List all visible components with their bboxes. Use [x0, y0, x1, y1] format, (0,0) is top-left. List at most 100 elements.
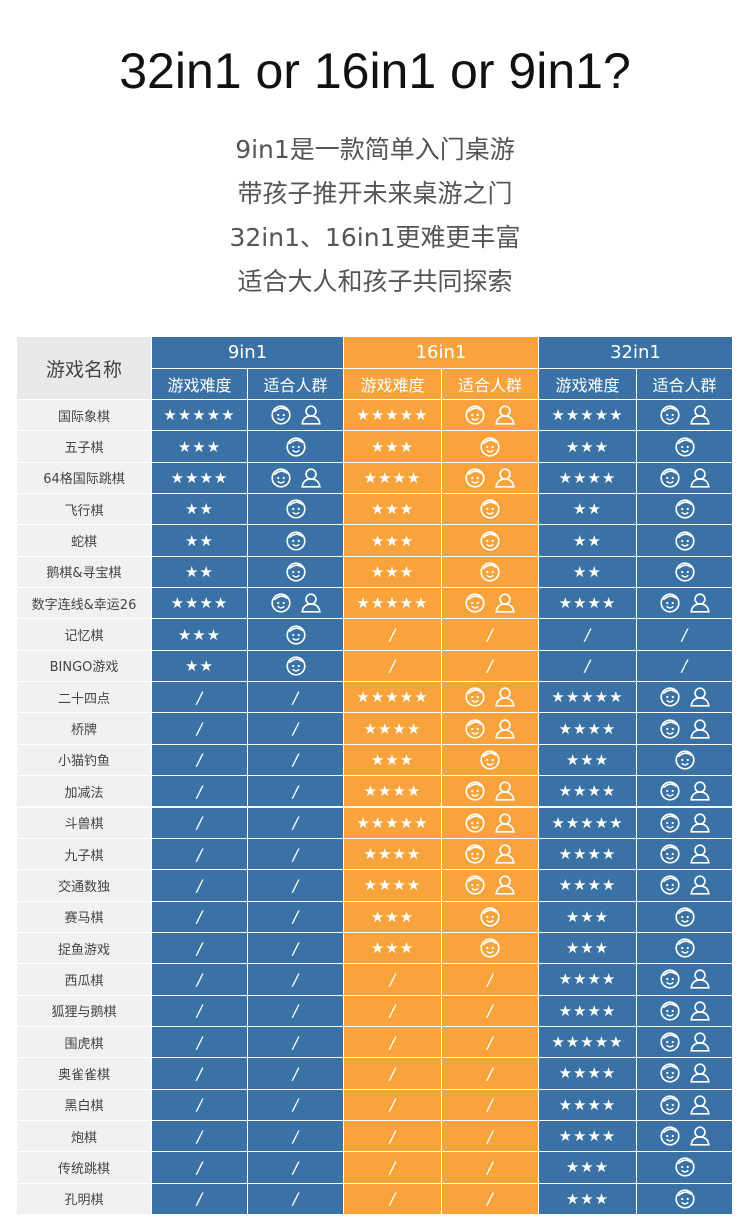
audience [442, 838, 539, 871]
child-icon [674, 530, 695, 551]
difficulty: ★★ [539, 494, 637, 526]
audience [637, 713, 733, 745]
adult-icon [689, 969, 710, 990]
child-icon [480, 436, 500, 457]
child-icon [480, 938, 500, 958]
audience: / [248, 713, 344, 745]
difficulty: ★★★★ [344, 870, 442, 902]
audience [442, 744, 539, 777]
audience [442, 807, 539, 839]
difficulty: ★★★★★ [152, 400, 248, 432]
audience: / [442, 1120, 539, 1153]
child-icon [659, 1126, 680, 1146]
group-header: 9in1 [152, 337, 344, 369]
difficulty: / [152, 995, 248, 1027]
child-icon [659, 468, 680, 488]
difficulty: ★★★★ [344, 713, 442, 745]
difficulty: ★★★★ [539, 838, 637, 871]
difficulty: ★★★ [344, 901, 442, 933]
adult-icon [689, 813, 710, 833]
audience [637, 995, 733, 1027]
difficulty: / [152, 870, 248, 902]
intro-line: 带孩子推开未来桌游之门 [237, 179, 513, 208]
difficulty: ★★ [152, 494, 248, 526]
child-icon [285, 499, 306, 519]
audience: / [442, 964, 539, 996]
difficulty: ★★★★ [539, 1120, 637, 1153]
difficulty: ★★★★ [539, 713, 637, 745]
difficulty: / [344, 1152, 442, 1184]
row-name: 炮棋 [17, 1120, 152, 1153]
adult-icon [689, 875, 710, 895]
difficulty: / [152, 682, 248, 714]
difficulty: / [344, 1058, 442, 1090]
column-header: 游戏难度 [539, 368, 637, 400]
child-icon [659, 1032, 680, 1052]
audience [248, 619, 344, 651]
difficulty: ★★★ [539, 932, 637, 965]
audience [248, 494, 344, 526]
audience [637, 744, 733, 777]
difficulty: / [344, 1089, 442, 1121]
difficulty: ★★★★ [539, 1058, 637, 1090]
difficulty: ★★★ [344, 744, 442, 777]
difficulty: ★★★★ [539, 776, 637, 808]
audience: / [442, 1026, 539, 1059]
difficulty: ★★★★ [152, 462, 248, 495]
audience: / [248, 1152, 344, 1184]
row-name: 斗兽棋 [17, 807, 152, 839]
child-icon [465, 781, 485, 801]
child-icon [674, 562, 695, 582]
adult-icon [495, 468, 515, 488]
audience: / [248, 682, 344, 714]
child-icon [285, 656, 306, 676]
adult-icon [495, 844, 515, 864]
audience: / [442, 1183, 539, 1215]
audience [248, 525, 344, 557]
child-icon [659, 781, 680, 801]
adult-icon [495, 687, 515, 707]
difficulty: ★★★★ [539, 995, 637, 1027]
difficulty: / [152, 1026, 248, 1059]
difficulty: ★★★★ [539, 870, 637, 902]
audience [637, 462, 733, 495]
row-name: 小猫钓鱼 [17, 744, 152, 777]
difficulty: ★★★ [344, 431, 442, 463]
child-icon [674, 499, 695, 519]
audience: / [248, 901, 344, 933]
child-icon [674, 938, 695, 958]
child-icon [465, 719, 485, 739]
difficulty: ★★ [152, 525, 248, 557]
audience: / [248, 807, 344, 839]
child-icon [285, 530, 306, 551]
difficulty: ★★★★★ [344, 588, 442, 620]
child-icon [465, 405, 485, 425]
difficulty: / [152, 932, 248, 965]
adult-icon [300, 405, 321, 425]
difficulty: ★★★★ [539, 1089, 637, 1121]
difficulty: ★★★★ [539, 964, 637, 996]
row-name: 加减法 [17, 776, 152, 808]
adult-icon [300, 468, 321, 488]
row-name: 奥雀雀棋 [17, 1058, 152, 1090]
child-icon [659, 1001, 680, 1021]
audience [442, 400, 539, 432]
child-icon [659, 1095, 680, 1115]
audience: / [248, 964, 344, 996]
audience: / [248, 1120, 344, 1153]
audience [637, 1026, 733, 1059]
difficulty: ★★★ [539, 901, 637, 933]
difficulty: ★★★★ [344, 462, 442, 495]
child-icon [270, 405, 291, 425]
row-name: 围虎棋 [17, 1026, 152, 1059]
difficulty: / [344, 1183, 442, 1215]
difficulty: ★★★ [344, 494, 442, 526]
difficulty: ★★★ [539, 744, 637, 777]
difficulty: / [152, 901, 248, 933]
adult-icon [689, 1126, 710, 1146]
audience [442, 431, 539, 463]
difficulty: / [344, 964, 442, 996]
difficulty: / [344, 1120, 442, 1153]
audience: / [248, 744, 344, 777]
audience: / [442, 995, 539, 1027]
